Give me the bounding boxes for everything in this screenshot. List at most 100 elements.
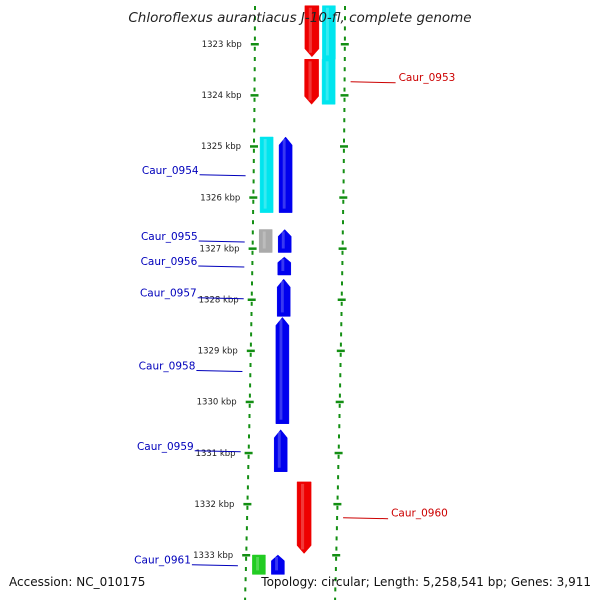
ruler-dot xyxy=(343,36,346,41)
ruler-dot xyxy=(253,138,255,143)
gene-feature-13[interactable] xyxy=(252,554,266,575)
gene-label-caur-0960[interactable]: Caur_0960 xyxy=(391,508,448,520)
ruler-dot xyxy=(250,332,253,337)
gene-highlight xyxy=(326,7,329,56)
tick-label: 1330 kbp xyxy=(197,398,237,408)
gene-label-leader xyxy=(197,297,244,300)
gene-feature-3[interactable] xyxy=(321,59,336,105)
ruler-dot xyxy=(343,77,346,82)
gene-feature-1[interactable] xyxy=(322,5,336,60)
ruler-dot xyxy=(248,414,251,418)
gene-label-caur-0959[interactable]: Caur_0959 xyxy=(137,441,194,453)
ruler-dot xyxy=(249,383,252,388)
gene-caur-0961[interactable] xyxy=(271,554,285,575)
tick-mark-right xyxy=(337,298,346,301)
tick-mark-left xyxy=(247,298,256,301)
gene-highlight xyxy=(308,61,312,101)
ruler-dot xyxy=(247,475,250,480)
ruler-dot xyxy=(343,26,346,31)
tick-label: 1332 kbp xyxy=(194,500,234,510)
gene-label-caur-0957[interactable]: Caur_0957 xyxy=(140,288,197,300)
gene-label-leader xyxy=(196,370,243,372)
ruler-dot xyxy=(249,352,252,357)
ruler-dot xyxy=(343,108,346,112)
ruler-dot xyxy=(340,301,343,306)
ruler-dot xyxy=(253,128,256,133)
ruler-dot xyxy=(335,526,338,531)
gene-caur-0953[interactable] xyxy=(304,59,319,105)
label-layer: Caur_0953 Caur_0954 Caur_0955 Caur_0956 Caur… xyxy=(134,72,455,567)
ruler-dot xyxy=(342,179,345,184)
ruler-dot xyxy=(343,67,346,72)
gene-highlight xyxy=(280,281,284,313)
ruler-dot xyxy=(251,240,254,245)
gene-caur-0960[interactable] xyxy=(296,481,312,554)
ruler-dot xyxy=(337,454,340,459)
ruler-dot xyxy=(246,485,249,490)
gene-label-caur-0954[interactable]: Caur_0954 xyxy=(142,165,199,177)
ruler-dot xyxy=(253,77,256,82)
tick-mark-left xyxy=(244,451,253,455)
ruler-dot xyxy=(249,363,252,367)
gene-highlight xyxy=(301,483,305,550)
ruler-dot xyxy=(340,322,343,327)
topology-value: circular; xyxy=(321,575,370,589)
tick-mark-right xyxy=(338,247,347,250)
genome-title: Chloroflexus aurantiacus J-10-fl, comple… xyxy=(128,10,472,26)
ruler-dot xyxy=(335,556,338,561)
right-ruler xyxy=(334,6,346,602)
ruler-dot xyxy=(251,230,254,235)
gene-caur-0957[interactable] xyxy=(276,278,291,317)
ruler-dot xyxy=(338,434,340,439)
gene-label-caur-0956[interactable]: Caur_0956 xyxy=(141,256,198,268)
gene-label-caur-0958[interactable]: Caur_0958 xyxy=(139,361,196,373)
tick-mark-right xyxy=(335,400,344,404)
ruler-dot xyxy=(339,373,342,378)
tick-label: 1327 kbp xyxy=(200,244,240,254)
ruler-dot xyxy=(252,148,255,153)
ruler-dot xyxy=(343,138,345,143)
gene-label-caur-0953[interactable]: Caur_0953 xyxy=(399,72,456,84)
gene-label-caur-0955[interactable]: Caur_0955 xyxy=(141,231,198,243)
ruler-dot xyxy=(336,516,339,520)
ruler-dot xyxy=(254,6,256,10)
ruler-dot xyxy=(250,322,253,327)
tick-mark-right xyxy=(340,145,348,148)
gene-caur-0958[interactable] xyxy=(275,317,290,424)
ruler-dot xyxy=(338,403,341,408)
ruler-dot xyxy=(248,434,250,439)
gene-highlight xyxy=(325,61,329,101)
tick-mark-left xyxy=(246,349,255,353)
ruler-dot xyxy=(337,475,340,480)
ruler-dot xyxy=(253,87,256,92)
gene-caur-0955[interactable] xyxy=(277,229,292,253)
ruler-dot xyxy=(341,250,344,255)
gene-feature-0[interactable] xyxy=(304,5,320,58)
ruler-dot xyxy=(342,210,345,214)
accession-value[interactable]: NC_010175 xyxy=(76,575,146,589)
ruler-dot xyxy=(253,36,256,41)
ruler-dot xyxy=(245,536,248,541)
tick-label: 1333 kbp xyxy=(193,551,233,561)
ruler-dot xyxy=(252,159,255,163)
gene-label-leader xyxy=(350,81,396,84)
ruler-dot xyxy=(342,169,345,174)
ruler-dot xyxy=(248,403,251,408)
gene-feature-4[interactable] xyxy=(259,136,274,213)
gene-label-caur-0961[interactable]: Caur_0961 xyxy=(134,555,191,567)
gene-caur-0956[interactable] xyxy=(277,256,292,276)
gene-layer xyxy=(252,5,336,575)
ruler-layer: 1323 kbp 1324 kbp 1325 kbp 1326 kbp 1327 kbp… xyxy=(193,6,349,602)
tick-mark-left xyxy=(250,145,258,148)
gene-caur-0959[interactable] xyxy=(273,429,288,472)
ruler-dot xyxy=(342,159,345,163)
gene-feature-6[interactable] xyxy=(258,229,273,253)
gene-caur-0954[interactable] xyxy=(278,136,293,213)
gene-highlight xyxy=(263,139,267,209)
ruler-dot xyxy=(335,546,338,551)
length-label: Length: xyxy=(373,575,420,589)
genes-value: 3,911 xyxy=(556,575,591,589)
ruler-dot xyxy=(342,199,345,204)
